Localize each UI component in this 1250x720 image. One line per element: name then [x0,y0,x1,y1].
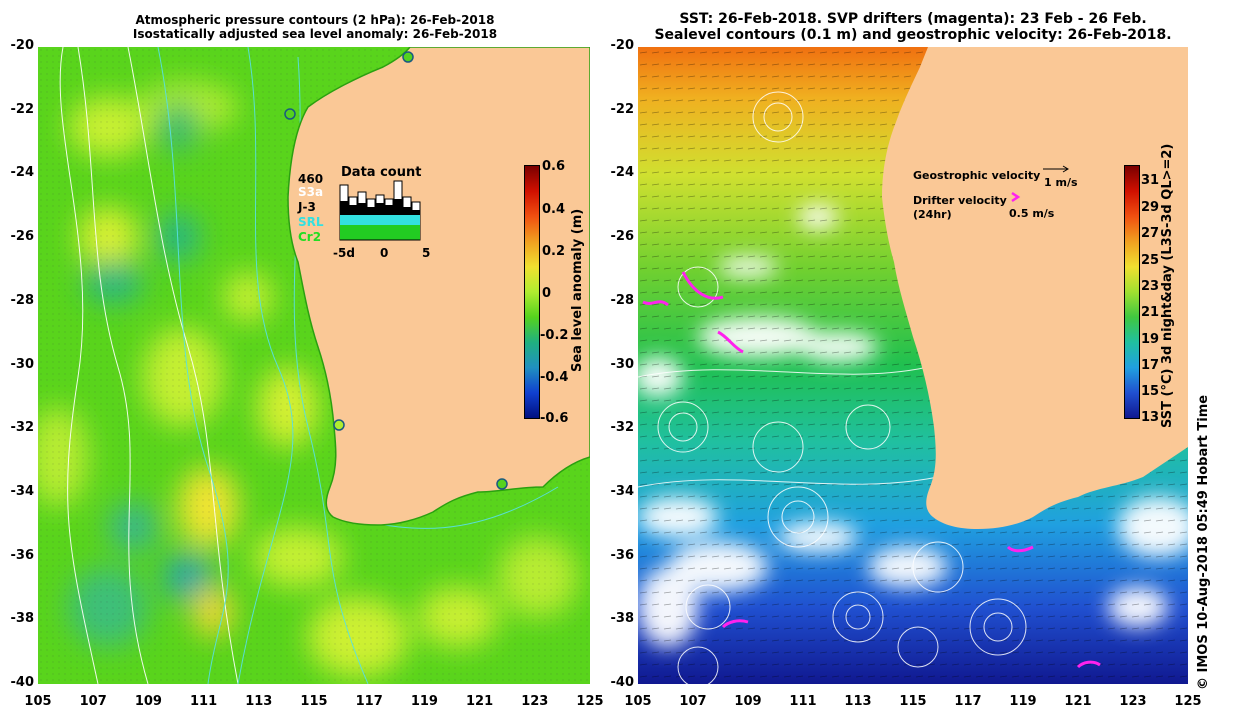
left_panel-y-tick: -28 [10,292,35,308]
geostrophic-label: Geostrophic velocity [913,169,1041,182]
left_panel-x-tick: 115 [300,694,328,709]
right_panel-y-tick: -28 [610,292,635,308]
right-cb-tick-4: 23 [1141,279,1160,294]
right-colorbar [1124,165,1140,419]
right_panel-x-tick: 121 [1064,694,1092,709]
left_panel-x-tick: 109 [134,694,162,709]
left_panel-y-tick: -34 [10,483,35,499]
right_panel-y-tick: -32 [610,420,635,436]
left_panel-x-tick: 105 [24,694,52,709]
left_panel-y-tick: -26 [10,229,35,245]
data-count-title: Data count [341,165,422,180]
right_panel-y-tick: -36 [610,547,635,563]
right-cb-tick-9: 13 [1141,410,1160,425]
left_panel-y-tick: -30 [10,356,35,372]
left-title-2: Isostatically adjusted sea level anomaly… [132,27,498,41]
right-cb-label: SST (°C) 3d night&day (L3S-3d QL>=2) [1160,143,1175,428]
left-cb-tick-0: 0.6 [542,159,566,174]
right_panel-y-tick: -26 [610,229,635,245]
left_panel-y-tick: -22 [10,101,35,117]
right-land [882,47,1188,529]
sat-460: 460 [298,172,324,186]
left_panel-y-tick: -32 [10,420,35,436]
left_panel-y-tick: -36 [10,547,35,563]
left_panel-x-tick: 121 [466,694,494,709]
right_panel-x-tick: 115 [899,694,927,709]
sat-j3: J-3 [298,200,316,214]
data-count-tick-3: 5 [422,246,431,260]
data-count-tick-2: 0 [380,246,389,260]
right-title-1: SST: 26-Feb-2018. SVP drifters (magenta)… [679,11,1147,27]
right_panel-y-tick: -38 [610,611,635,627]
right_panel-x-tick: 107 [679,694,707,709]
left-cb-tick-6: -0.6 [540,411,569,426]
right_panel-x-tick: 119 [1009,694,1037,709]
left_panel-y-tick: -20 [10,38,35,53]
right_panel-x-tick: 109 [734,694,762,709]
drifter-scale: 0.5 m/s [1009,207,1055,220]
left_panel-y-tick: -38 [10,611,35,627]
left-colorbar [524,165,540,419]
right-cb-tick-7: 17 [1141,358,1160,373]
geostrophic-scale: 1 m/s [1044,176,1078,189]
left-cb-tick-3: 0 [542,286,552,301]
right_panel-x-tick: 105 [624,694,652,709]
left_panel-x-tick: 119 [410,694,438,709]
right_panel-y-tick: -40 [610,675,635,690]
sat-cr2: Cr2 [298,230,322,244]
right_panel-x-tick: 111 [789,694,817,709]
left_panel-x-tick: 107 [79,694,107,709]
right-title-2: Sealevel contours (0.1 m) and geostrophi… [654,27,1172,43]
drifter-label-2: (24hr) [913,208,952,221]
right-map [638,47,1188,684]
sat-s3a: S3a [298,185,324,199]
left_panel-x-tick: 125 [576,694,604,709]
left-cb-tick-1: 0.4 [542,202,566,217]
data-count-tick-1: -5d [333,246,355,260]
left-land [287,47,590,526]
left_panel-x-tick: 123 [521,694,549,709]
drifter-label-1: Drifter velocity [913,194,1007,207]
right_panel-y-tick: -34 [610,483,635,499]
right_panel-y-tick: -20 [610,38,635,53]
left-map [38,47,590,684]
right_panel-y-tick: -22 [610,101,635,117]
right-cb-tick-2: 27 [1141,226,1160,241]
sat-srl: SRL [298,215,324,229]
left-cb-tick-5: -0.4 [540,370,569,385]
right_panel-x-tick: 113 [844,694,872,709]
left_panel-y-tick: -40 [10,675,35,690]
right-cb-tick-6: 19 [1141,332,1160,347]
credit-text: © IMOS 10-Aug-2018 05:49 Hobart Time [1196,394,1211,690]
left-cb-tick-2: 0.2 [542,244,566,259]
left_panel-x-tick: 111 [190,694,218,709]
left_panel-y-tick: -24 [10,165,35,181]
left_panel-x-tick: 113 [245,694,273,709]
right_panel-x-tick: 117 [954,694,982,709]
right-cb-tick-1: 29 [1141,200,1160,215]
left_panel-x-tick: 117 [355,694,383,709]
right_panel-y-tick: -24 [610,165,635,181]
left-cb-label: Sea level anomaly (m) [570,208,585,372]
right-cb-tick-0: 31 [1141,173,1160,188]
right-cb-tick-5: 21 [1141,305,1160,320]
right_panel-x-tick: 125 [1174,694,1202,709]
right_panel-x-tick: 123 [1119,694,1147,709]
left-cb-tick-4: -0.2 [540,328,569,343]
right_panel-y-tick: -30 [610,356,635,372]
right-cb-tick-8: 15 [1141,384,1160,399]
right-cb-tick-3: 25 [1141,253,1160,268]
left-title-1: Atmospheric pressure contours (2 hPa): 2… [135,13,495,27]
